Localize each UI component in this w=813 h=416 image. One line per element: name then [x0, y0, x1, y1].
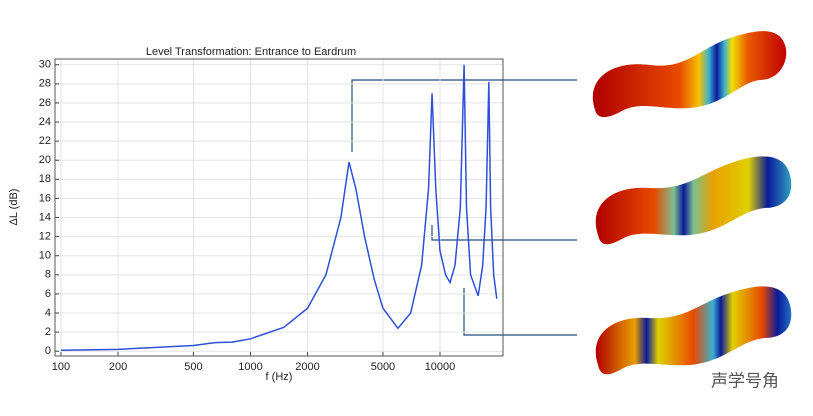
- y-tick-label: 30: [39, 59, 51, 71]
- callout-line: [431, 225, 577, 241]
- y-tick-label: 28: [39, 78, 51, 90]
- y-tick-label: 16: [39, 192, 51, 204]
- x-tick-label: 2000: [295, 361, 319, 373]
- y-tick-label: 6: [45, 288, 51, 300]
- model-1: [592, 31, 787, 118]
- y-tick-label: 26: [39, 97, 51, 109]
- x-tick-label: 100: [52, 361, 70, 373]
- x-tick-label: 500: [184, 361, 202, 373]
- y-tick-label: 10: [39, 250, 51, 262]
- model-2: [595, 156, 792, 245]
- plot-frame: [54, 58, 504, 357]
- x-tick-label: 5000: [371, 361, 395, 373]
- y-tick-label: 0: [45, 345, 51, 357]
- y-axis-label: ΔL (dB): [8, 189, 20, 226]
- y-tick-label: 24: [39, 116, 51, 128]
- y-tick-label: 12: [39, 231, 51, 243]
- y-tick-label: 20: [39, 154, 51, 166]
- y-tick-label: 22: [39, 135, 51, 147]
- y-tick-label: 2: [45, 326, 51, 338]
- x-tick-label: 1000: [238, 361, 262, 373]
- y-tick-label: 14: [39, 211, 51, 223]
- callout-line: [463, 288, 577, 336]
- callout-line: [351, 79, 577, 152]
- x-axis-label: f (Hz): [266, 371, 293, 383]
- x-tick-label: 10000: [425, 361, 456, 373]
- chart-title: Level Transformation: Entrance to Eardru…: [146, 46, 356, 58]
- x-tick-label: 200: [109, 361, 127, 373]
- ear-canal-models: [592, 31, 792, 375]
- data-line: [60, 64, 498, 352]
- model-3: [595, 286, 792, 375]
- callouts: [351, 79, 577, 336]
- watermark: 声学号角: [711, 371, 779, 390]
- y-tick-label: 4: [45, 307, 51, 319]
- y-tick-label: 18: [39, 173, 51, 185]
- y-tick-label: 8: [45, 269, 51, 281]
